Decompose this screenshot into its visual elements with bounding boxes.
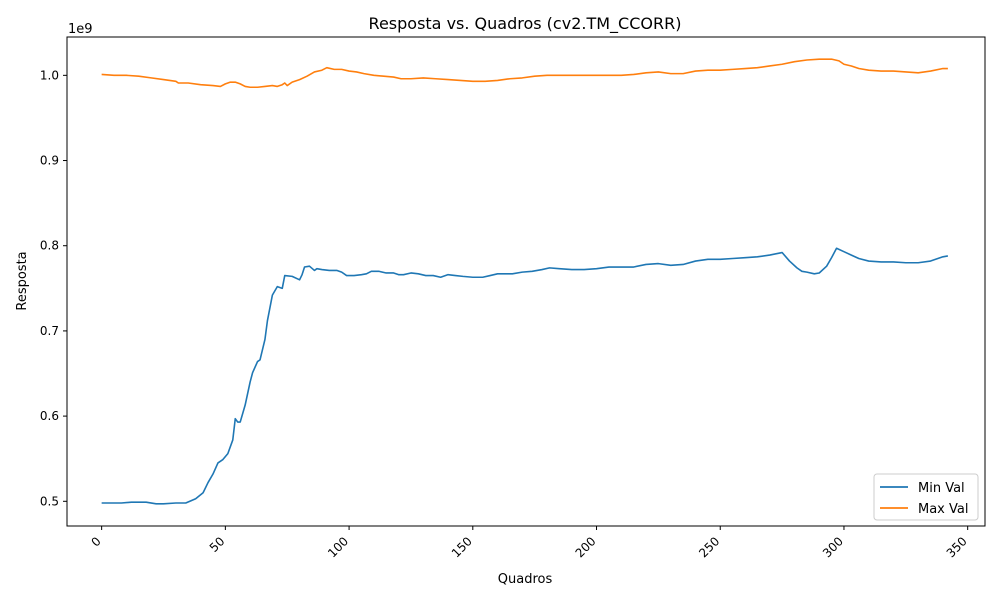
series-line-1: [101, 58, 948, 89]
legend: Min Val Max Val: [873, 473, 979, 521]
y-axis-ticks: 0.5 0.6 0.7 0.8 0.9 1.0: [40, 68, 67, 508]
y-tick-label: 0.7: [40, 324, 59, 338]
chart-title: Resposta vs. Quadros (cv2.TM_CCORR): [369, 14, 682, 34]
y-axis-scale-label: 1e9: [68, 22, 93, 37]
y-tick-label: 1.0: [40, 68, 59, 82]
y-tick-label: 0.6: [40, 409, 59, 423]
y-tick-label: 0.5: [40, 494, 59, 508]
y-tick-label: 0.8: [40, 239, 59, 253]
plot-area: [101, 58, 949, 505]
series-line-0: [101, 247, 949, 505]
legend-label-1: Max Val: [918, 502, 968, 517]
x-axis-label: Quadros: [498, 572, 553, 587]
y-tick-label: 0.9: [40, 154, 59, 168]
y-axis-label: Resposta: [15, 251, 30, 310]
plot-frame: [66, 36, 986, 527]
legend-label-0: Min Val: [918, 481, 965, 496]
